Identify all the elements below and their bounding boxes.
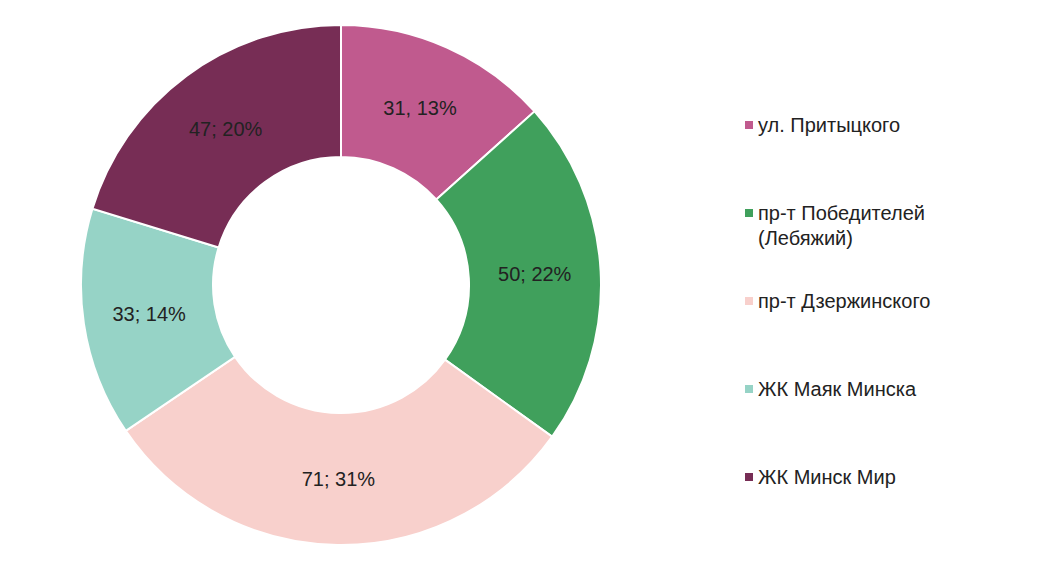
chart: 31, 13% 50; 22% 71; 31% 33; 14% 47; 20% [0,0,1048,575]
legend-swatch [745,297,753,305]
legend-entry: ул. Притыцкого [758,113,998,138]
data-label: 31, 13% [383,97,457,119]
legend-entry: ЖК Минск Мир [758,465,998,490]
data-label: 71; 31% [302,468,376,490]
slice [92,25,341,247]
data-label: 47; 20% [189,118,263,140]
data-labels: 31, 13% 50; 22% 71; 31% 33; 14% 47; 20% [112,97,571,490]
data-label: 33; 14% [112,303,186,325]
slices [81,25,601,545]
legend-swatch [745,385,753,393]
legend-swatch [745,121,753,129]
legend-swatch [745,473,753,481]
legend-entry: пр-т Дзержинского [758,289,998,314]
legend-entry: пр-т Победителей (Лебяжий) [758,201,998,251]
legend-swatch [745,209,753,217]
data-label: 50; 22% [498,263,572,285]
legend-entry: ЖК Маяк Минска [758,377,998,402]
